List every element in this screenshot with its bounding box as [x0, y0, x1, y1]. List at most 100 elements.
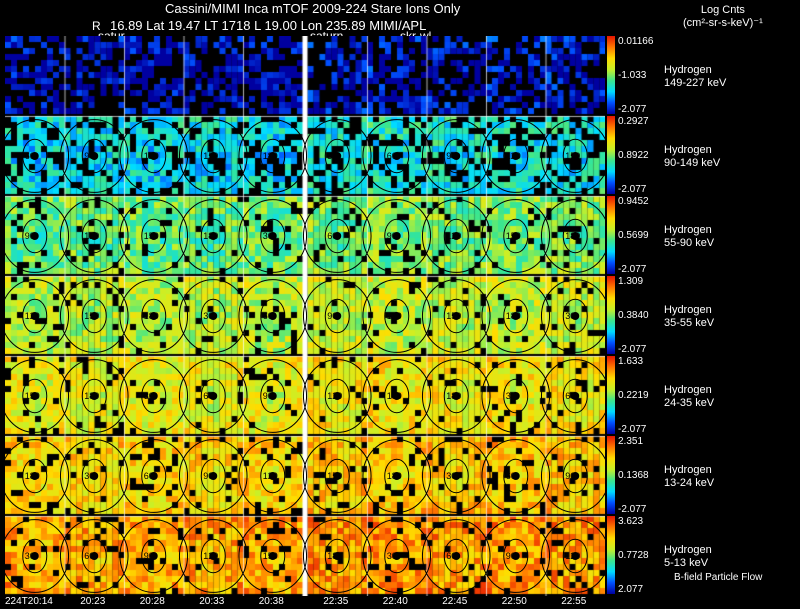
contour-ring	[81, 218, 107, 254]
contour-ring	[5, 519, 70, 593]
contour-ring	[302, 199, 372, 273]
contour-ring	[200, 298, 226, 334]
contour-ring	[302, 279, 372, 353]
planet-marker	[268, 232, 277, 240]
contour-ring	[481, 439, 551, 513]
footer-label: B-field Particle Flow	[674, 572, 763, 583]
contour-ring	[238, 359, 308, 433]
contour-ring	[5, 359, 70, 433]
contour-ring	[324, 138, 350, 174]
contour-ring	[562, 538, 588, 574]
species-label: Hydrogen 13-24 keV	[664, 464, 714, 490]
contour-ring	[562, 218, 588, 254]
contour-ring	[540, 279, 605, 353]
contour-ring	[421, 519, 491, 593]
species-label: Hydrogen 35-55 keV	[664, 304, 714, 330]
contour-ring	[178, 119, 248, 193]
contour-ring	[421, 119, 491, 193]
planet-marker	[392, 472, 401, 480]
contour-label: 150	[144, 231, 159, 241]
contour-label: 60	[327, 231, 337, 241]
contour-label: 60	[565, 391, 575, 401]
contour-label: 120	[144, 151, 159, 161]
planet-marker	[392, 152, 401, 160]
colorbar-max-value: 2.351	[618, 436, 644, 447]
contour-ring	[562, 378, 588, 414]
contour-ring	[421, 279, 491, 353]
contour-label: 60	[144, 471, 154, 481]
contour-ring	[200, 138, 226, 174]
time-label: 20:38	[258, 596, 284, 607]
contour-label: 150	[446, 311, 461, 321]
planet-marker	[209, 552, 218, 560]
planet-marker	[452, 552, 461, 560]
planet-marker	[571, 312, 580, 320]
contour-ring	[119, 199, 189, 273]
contour-label: 90	[565, 471, 575, 481]
planet-marker	[333, 152, 342, 160]
time-label: 20:33	[199, 596, 225, 607]
species-name: Hydrogen	[664, 144, 712, 156]
contour-label: 150	[506, 231, 521, 241]
contour-label: 90	[327, 311, 337, 321]
contour-label: 90	[263, 391, 273, 401]
contour-ring	[141, 218, 167, 254]
contour-ring	[178, 199, 248, 273]
plot-subtitle: 16.89 Lat 19.47 LT 1718 L 19.00 Lon 235.…	[110, 18, 427, 33]
contour-label: 30	[387, 551, 397, 561]
colorbar-max-value: 0.2927	[618, 116, 649, 127]
contour-ring	[260, 138, 286, 174]
contour-ring	[22, 218, 48, 254]
colorbar-mid-value: 0.7728	[618, 550, 649, 561]
planet-marker	[571, 152, 580, 160]
contour-ring	[481, 119, 551, 193]
contour-ring	[481, 199, 551, 273]
contour-label: 180	[387, 471, 402, 481]
planet-marker	[452, 312, 461, 320]
contour-ring	[481, 359, 551, 433]
contour-ring	[302, 359, 372, 433]
planet-marker	[149, 392, 158, 400]
contour-overlay: 60 90 120 150 180 30 60 90 120 150 90 120 150 180 30 60…	[5, 119, 605, 593]
contour-ring	[443, 378, 469, 414]
contour-label: 180	[84, 391, 99, 401]
colorbar-min-value: -2.077	[618, 184, 647, 195]
energy-range: 5-13 keV	[664, 557, 709, 569]
species-name: Hydrogen	[664, 304, 712, 316]
contour-ring	[384, 378, 410, 414]
contour-ring	[260, 538, 286, 574]
contour-label: 150	[25, 391, 40, 401]
contour-ring	[119, 359, 189, 433]
contour-label: 90	[506, 551, 516, 561]
contour-label: 90	[203, 471, 213, 481]
contour-ring	[238, 519, 308, 593]
planet-marker	[268, 392, 277, 400]
planet-marker	[90, 232, 99, 240]
energy-range: 13-24 keV	[664, 477, 715, 489]
species-name: Hydrogen	[664, 224, 712, 236]
contour-ring	[384, 458, 410, 494]
contour-ring	[5, 439, 70, 513]
contour-label: 180	[203, 231, 218, 241]
species-label: Hydrogen 5-13 keV	[664, 544, 712, 570]
planet-marker	[268, 312, 277, 320]
planet-marker	[392, 392, 401, 400]
contour-label: 120	[387, 311, 402, 321]
time-label: 20:23	[80, 596, 106, 607]
energy-range: 149-227 keV	[664, 77, 727, 89]
species-label: Hydrogen 149-227 keV	[664, 64, 726, 90]
contour-ring	[59, 279, 129, 353]
contour-ring	[384, 218, 410, 254]
contour-label: 30	[506, 391, 516, 401]
planet-marker	[268, 152, 277, 160]
contour-ring	[178, 439, 248, 513]
contour-ring	[421, 199, 491, 273]
colorbar	[607, 36, 615, 114]
contour-label: 180	[144, 311, 159, 321]
species-label: Hydrogen 55-90 keV	[664, 224, 714, 250]
contour-ring	[302, 119, 372, 193]
planet-marker	[392, 232, 401, 240]
contour-ring	[22, 458, 48, 494]
colorbar	[607, 276, 615, 354]
contour-ring	[503, 298, 529, 334]
